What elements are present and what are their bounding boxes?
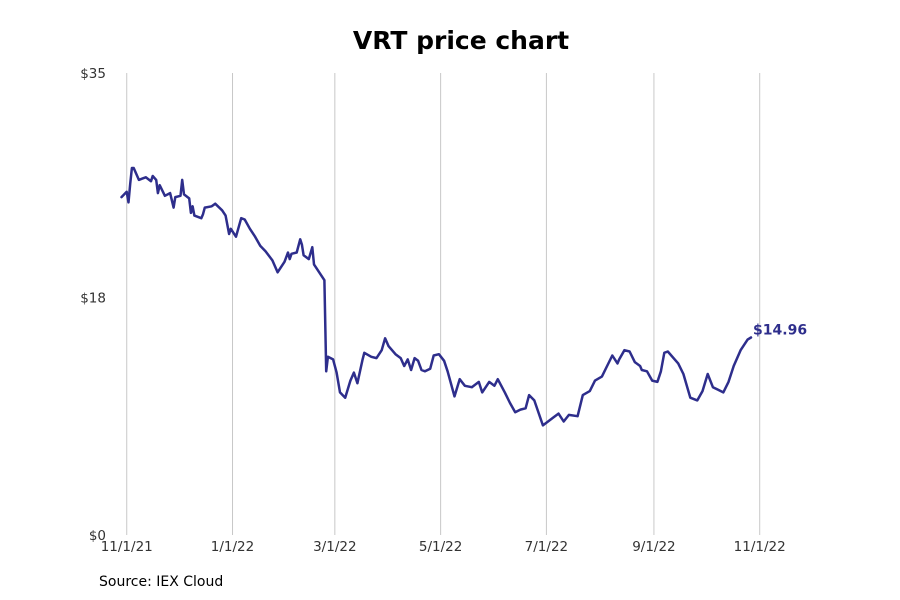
y-tick-label: $18 bbox=[80, 290, 106, 306]
x-tick-label: 7/1/22 bbox=[525, 539, 568, 555]
last-price-label: $14.96 bbox=[753, 323, 807, 339]
x-tick-label: 5/1/22 bbox=[419, 539, 462, 555]
x-tick-label: 11/1/21 bbox=[101, 539, 153, 555]
x-tick-label: 9/1/22 bbox=[632, 539, 675, 555]
y-axis-ticks: $0 $18 $35 bbox=[80, 66, 106, 544]
vertical-grid bbox=[126, 73, 761, 535]
x-tick-label: 11/1/22 bbox=[734, 539, 786, 555]
price-series-line bbox=[120, 166, 753, 427]
x-tick-label: 3/1/22 bbox=[313, 539, 356, 555]
y-tick-label: $0 bbox=[89, 528, 106, 544]
y-tick-label: $35 bbox=[80, 66, 106, 82]
source-note: Source: IEX Cloud bbox=[99, 574, 224, 590]
x-axis-ticks: 11/1/21 1/1/22 3/1/22 5/1/22 7/1/22 9/1/22 11/… bbox=[101, 539, 786, 555]
x-tick-label: 1/1/22 bbox=[211, 539, 254, 555]
chart-title: VRT price chart bbox=[352, 26, 570, 55]
